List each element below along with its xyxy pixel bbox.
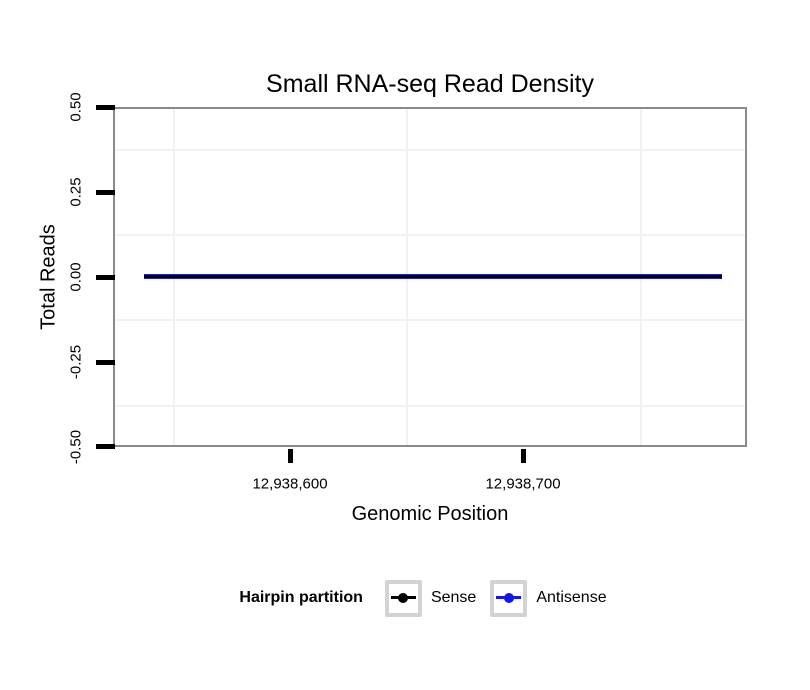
y-tick-label: 0.25 (67, 177, 85, 207)
minor-gridline-h (115, 149, 745, 151)
sense-series-line (144, 275, 722, 278)
y-axis-title: Total Reads (37, 224, 60, 330)
sense-point-icon (398, 592, 409, 603)
chart-title: Small RNA-seq Read Density (266, 70, 594, 98)
legend-label-sense: Sense (430, 589, 477, 606)
minor-gridline-h (115, 234, 745, 236)
x-axis-tick (521, 449, 526, 463)
legend-key-sense (384, 579, 422, 617)
antisense-point-icon (503, 592, 514, 603)
legend-title: Hairpin partition (239, 589, 363, 606)
legend: Hairpin partition Sense Antisense (113, 578, 747, 618)
y-tick-label: -0.50 (67, 429, 85, 465)
minor-gridline-h (115, 319, 745, 321)
y-axis-tick (96, 275, 115, 280)
x-tick-label: 12,938,600 (252, 475, 328, 493)
x-tick-label: 12,938,700 (485, 475, 561, 493)
y-axis-tick (96, 105, 115, 110)
legend-label-antisense: Antisense (536, 589, 607, 606)
y-axis-tick (96, 360, 115, 365)
y-axis-tick (96, 444, 115, 449)
y-tick-label: 0.50 (67, 92, 85, 122)
plot-panel (113, 107, 747, 447)
x-axis-tick (288, 449, 293, 463)
y-axis-tick (96, 190, 115, 195)
y-tick-label: 0.00 (67, 262, 85, 292)
legend-key-antisense (490, 579, 528, 617)
y-tick-label: -0.25 (67, 344, 85, 380)
x-axis-title: Genomic Position (351, 503, 509, 525)
minor-gridline-h (115, 405, 745, 407)
